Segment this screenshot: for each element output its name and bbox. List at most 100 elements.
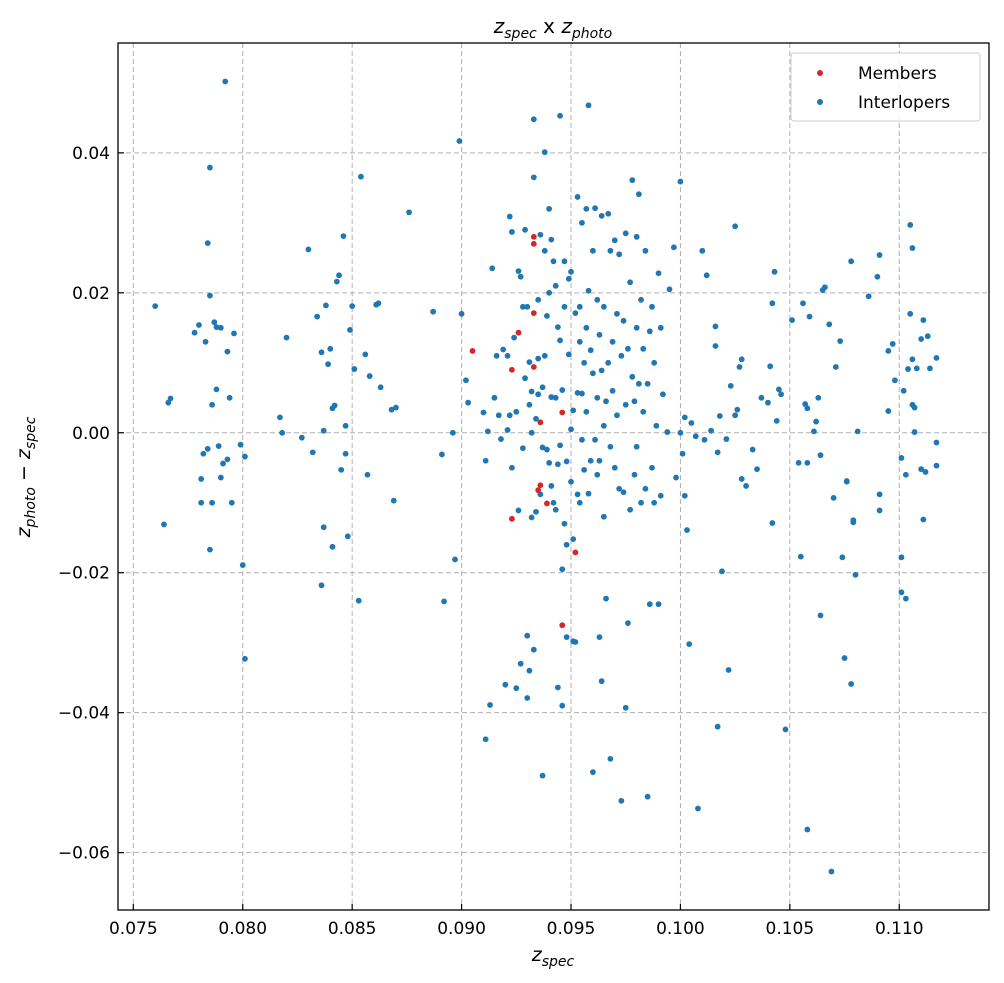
legend-marker-members bbox=[817, 70, 823, 76]
interloper-point bbox=[456, 138, 463, 144]
interloper-point bbox=[611, 237, 618, 244]
interloper-point bbox=[653, 422, 660, 429]
y-tick-label: −0.06 bbox=[58, 844, 110, 864]
interloper-point bbox=[526, 359, 533, 365]
interloper-point bbox=[585, 490, 592, 497]
interloper-point bbox=[876, 491, 883, 498]
interloper-point bbox=[804, 405, 811, 412]
interloper-point bbox=[673, 474, 679, 481]
interloper-point bbox=[279, 429, 286, 436]
interloper-point bbox=[320, 524, 327, 531]
interloper-point bbox=[509, 464, 515, 471]
interloper-point bbox=[649, 464, 655, 471]
interloper-point bbox=[563, 634, 570, 640]
interloper-point bbox=[231, 330, 237, 337]
interloper-point bbox=[539, 384, 546, 391]
interloper-point bbox=[554, 324, 561, 331]
interloper-point bbox=[800, 300, 806, 307]
interloper-point bbox=[504, 352, 511, 359]
interloper-point bbox=[375, 300, 382, 307]
interloper-point bbox=[907, 222, 914, 228]
interloper-point bbox=[524, 695, 531, 701]
y-label-minus: − bbox=[13, 459, 35, 487]
interloper-point bbox=[644, 793, 651, 800]
member-point bbox=[515, 329, 522, 336]
interloper-point bbox=[561, 258, 568, 265]
interloper-point bbox=[522, 375, 528, 382]
interloper-point bbox=[202, 338, 209, 345]
interloper-point bbox=[487, 702, 493, 708]
interloper-point bbox=[743, 483, 749, 489]
interloper-point bbox=[660, 391, 666, 398]
interloper-point bbox=[594, 471, 601, 478]
interloper-point bbox=[309, 449, 316, 456]
interloper-point bbox=[191, 329, 198, 336]
y-label-spec-subscript: spec bbox=[23, 416, 39, 449]
interloper-point bbox=[519, 303, 526, 310]
interloper-point bbox=[642, 485, 649, 492]
interloper-point bbox=[390, 497, 397, 504]
interloper-point bbox=[767, 363, 774, 370]
interloper-point bbox=[688, 420, 695, 426]
interloper-point bbox=[633, 443, 640, 450]
interloper-point bbox=[539, 772, 546, 779]
legend: Members Interlopers bbox=[790, 52, 981, 122]
interloper-point bbox=[754, 466, 760, 473]
interloper-point bbox=[607, 247, 614, 254]
interloper-point bbox=[609, 387, 616, 394]
interloper-point bbox=[533, 415, 539, 422]
title-photo-subscript: photo bbox=[571, 26, 612, 42]
interloper-point bbox=[821, 284, 828, 291]
interloper-point bbox=[817, 452, 824, 459]
interloper-point bbox=[568, 426, 574, 433]
interloper-point bbox=[902, 471, 909, 478]
interloper-point bbox=[719, 568, 725, 575]
interloper-point bbox=[933, 462, 940, 469]
interloper-point bbox=[482, 736, 489, 743]
interloper-point bbox=[572, 639, 579, 645]
interloper-point bbox=[909, 245, 916, 251]
interloper-point bbox=[305, 246, 312, 253]
interloper-point bbox=[515, 507, 522, 514]
interloper-point bbox=[449, 429, 456, 436]
interloper-point bbox=[651, 499, 658, 506]
interloper-point bbox=[749, 446, 756, 453]
interloper-point bbox=[817, 612, 824, 619]
interloper-point bbox=[920, 516, 927, 523]
interloper-point bbox=[207, 164, 213, 171]
interloper-point bbox=[778, 391, 784, 398]
x-axis-label: zspec bbox=[531, 944, 575, 970]
interloper-point bbox=[769, 520, 776, 526]
title-z-spec: z bbox=[493, 14, 505, 38]
interloper-point bbox=[318, 582, 325, 589]
interloper-point bbox=[841, 655, 848, 661]
chart-title: zspec x zphoto bbox=[493, 14, 612, 42]
interloper-point bbox=[526, 667, 533, 674]
interloper-point bbox=[885, 408, 892, 414]
interloper-point bbox=[283, 334, 290, 341]
interloper-point bbox=[570, 407, 577, 414]
interloper-point bbox=[452, 556, 458, 563]
interloper-point bbox=[559, 566, 566, 573]
interloper-point bbox=[333, 278, 340, 285]
y-label-photo-subscript: photo bbox=[23, 487, 39, 528]
interloper-point bbox=[377, 384, 384, 391]
interloper-point bbox=[320, 427, 327, 434]
interloper-point bbox=[927, 365, 933, 372]
interloper-point bbox=[607, 755, 614, 762]
interloper-point bbox=[629, 373, 636, 380]
interloper-point bbox=[638, 296, 644, 303]
interloper-point bbox=[900, 387, 907, 394]
interloper-point bbox=[703, 272, 710, 279]
interloper-point bbox=[583, 205, 590, 212]
interloper-point bbox=[242, 453, 248, 460]
interloper-point bbox=[489, 265, 496, 272]
interloper-point bbox=[517, 660, 524, 667]
grid-lines bbox=[118, 43, 989, 910]
interloper-point bbox=[441, 598, 447, 605]
interloper-point bbox=[765, 399, 771, 406]
interloper-point bbox=[220, 460, 226, 467]
interloper-point bbox=[605, 359, 612, 366]
interloper-point bbox=[596, 457, 603, 464]
